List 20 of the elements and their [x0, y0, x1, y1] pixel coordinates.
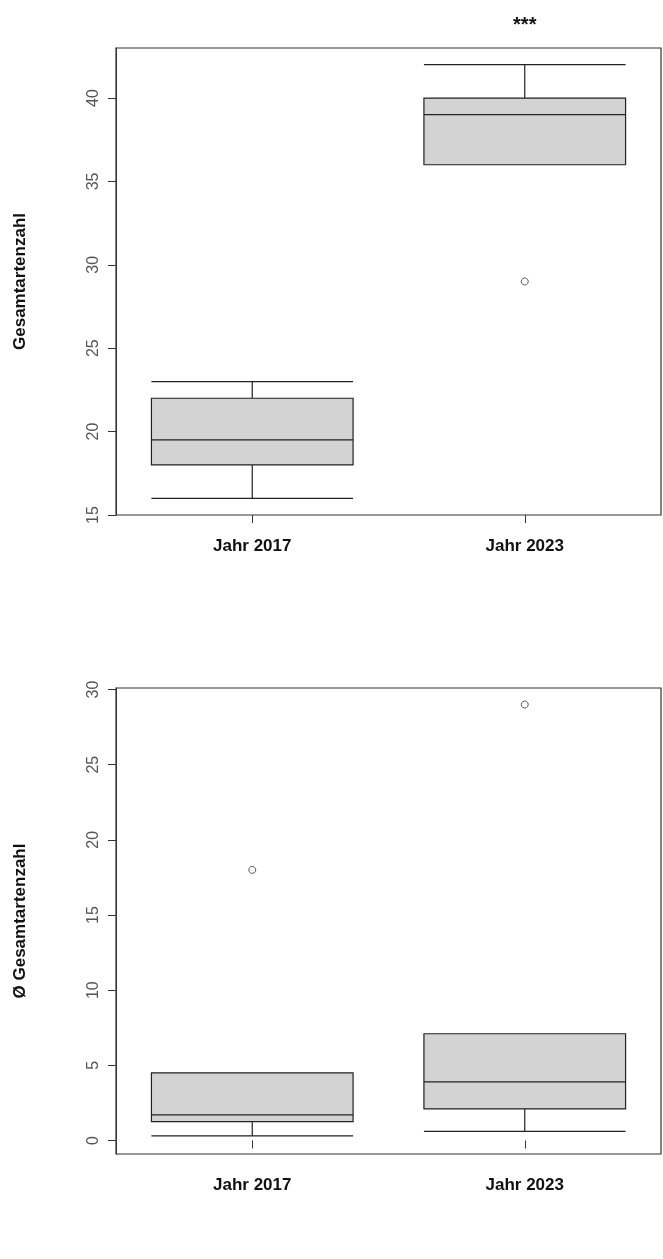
y-tick-label: 15: [83, 506, 101, 524]
y-tick-label: 15: [83, 905, 101, 924]
y-tick-label: 10: [83, 981, 101, 1000]
x-tick-label: Jahr 2017: [213, 536, 292, 555]
y-tick-label: 40: [83, 89, 101, 107]
y-tick-label: 0: [83, 1135, 101, 1145]
x-tick-label: Jahr 2023: [485, 536, 564, 555]
y-tick-label: 30: [83, 255, 101, 274]
y-axis-title: Gesamtartenzahl: [10, 213, 29, 350]
y-tick-label: 20: [83, 830, 101, 849]
y-tick-label: 35: [83, 172, 101, 191]
y-tick-label: 25: [83, 339, 101, 358]
text: ***: [513, 13, 537, 35]
y-tick-label: 30: [83, 680, 101, 699]
x-tick-label: Jahr 2017: [213, 1175, 292, 1194]
y-tick-label: 25: [83, 755, 101, 774]
y-tick-label: 20: [83, 422, 101, 441]
y-axis-title: Ø Gesamtartenzahl: [10, 843, 29, 999]
x-tick-label: Jahr 2023: [485, 1175, 564, 1194]
y-tick-label: 5: [83, 1060, 101, 1070]
